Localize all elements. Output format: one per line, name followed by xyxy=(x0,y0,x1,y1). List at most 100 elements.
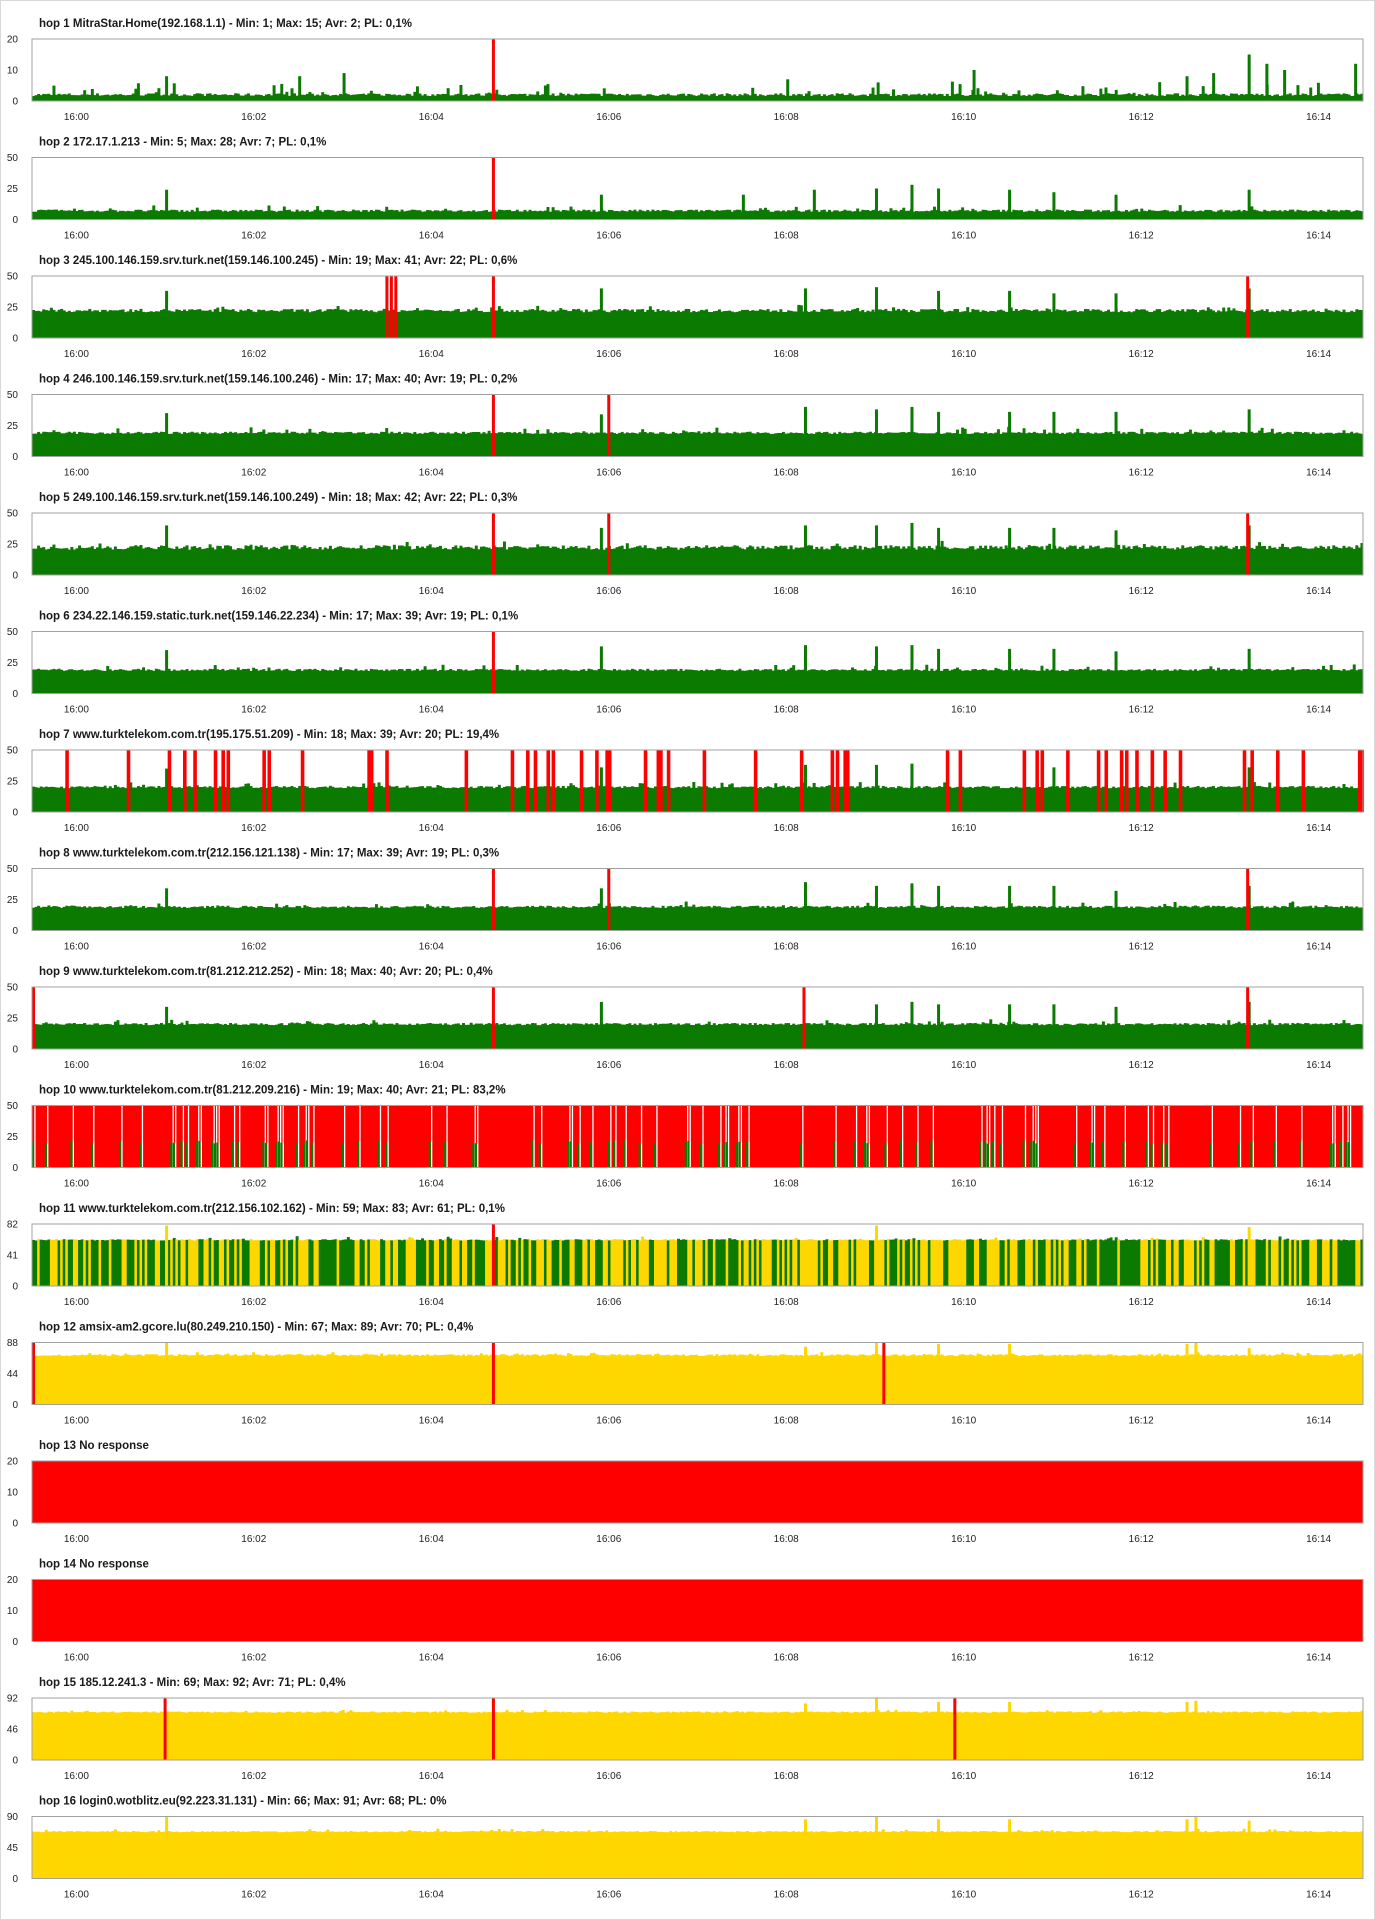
rtt-bar xyxy=(119,309,122,338)
rtt-bar xyxy=(559,432,563,457)
rtt-bar xyxy=(300,94,304,101)
rtt-bar xyxy=(303,1023,307,1049)
rtt-bar xyxy=(72,208,76,220)
rtt-bar xyxy=(833,545,837,575)
rtt-bar xyxy=(400,907,404,931)
rtt-bar xyxy=(359,670,363,694)
rtt-bar xyxy=(305,669,309,694)
rtt-bar xyxy=(175,94,179,101)
rtt-bar xyxy=(1181,309,1185,338)
rtt-bar xyxy=(462,431,465,457)
rtt-bar xyxy=(533,433,537,457)
rtt-bar xyxy=(789,905,793,931)
rtt-bar xyxy=(554,546,558,575)
rtt-bar xyxy=(700,906,704,931)
rtt-bar xyxy=(723,786,727,812)
rtt-bar xyxy=(1045,668,1049,694)
rtt-bar xyxy=(287,209,291,220)
rtt-bar xyxy=(495,1023,499,1049)
rtt-bar xyxy=(52,430,56,457)
rtt-bar xyxy=(892,907,895,931)
rtt-bar xyxy=(487,311,491,338)
rtt-bar xyxy=(1145,907,1149,931)
rtt-bar xyxy=(889,311,893,338)
rtt-bar xyxy=(75,786,79,812)
rtt-bar xyxy=(966,787,970,812)
x-tick-label: 16:14 xyxy=(1306,942,1331,953)
rtt-bar xyxy=(605,670,609,694)
rtt-bar xyxy=(1055,309,1059,338)
rtt-bar xyxy=(170,93,174,101)
rtt-bar xyxy=(134,545,138,575)
rtt-bar xyxy=(996,209,1000,220)
rtt-bar xyxy=(1050,433,1054,457)
spike-bar xyxy=(165,768,169,812)
rtt-bar xyxy=(543,433,547,457)
rtt-bar xyxy=(188,907,192,931)
rtt-bar xyxy=(47,1023,51,1049)
rtt-bar xyxy=(147,669,151,694)
rtt-bar xyxy=(792,94,796,101)
rtt-bar xyxy=(843,209,847,220)
spike-bar xyxy=(874,885,878,931)
rtt-bar xyxy=(308,92,312,101)
rtt-bar xyxy=(866,547,870,575)
rtt-bar xyxy=(95,547,99,575)
rtt-bar xyxy=(1306,432,1310,457)
rtt-bar xyxy=(70,669,74,694)
rtt-bar xyxy=(948,548,952,575)
rtt-bar xyxy=(697,786,701,812)
rtt-bar xyxy=(1273,1025,1277,1049)
spike-bar xyxy=(1052,885,1056,931)
rtt-bar xyxy=(1073,310,1077,338)
rtt-bar xyxy=(840,786,844,812)
rtt-bar xyxy=(625,543,629,575)
rtt-bar xyxy=(392,1024,396,1049)
rtt-bar xyxy=(177,309,181,338)
rtt-bar xyxy=(408,906,412,931)
rtt-bar xyxy=(157,786,161,812)
rtt-bar xyxy=(925,786,929,812)
plot-frame xyxy=(31,157,1364,220)
rtt-bar xyxy=(879,432,883,457)
rtt-bar xyxy=(116,786,120,812)
rtt-bar xyxy=(756,1024,760,1049)
rtt-bar xyxy=(702,906,706,931)
rtt-bar xyxy=(1342,430,1346,457)
rtt-bar xyxy=(410,906,414,931)
rtt-bar xyxy=(1145,1024,1149,1049)
rtt-bar xyxy=(180,548,184,575)
rtt-bar xyxy=(1252,209,1256,220)
rtt-bar xyxy=(75,310,79,338)
rtt-bar xyxy=(208,1023,212,1049)
rtt-bar xyxy=(103,433,107,457)
loss-bar xyxy=(595,750,599,812)
rtt-bar xyxy=(239,209,243,220)
rtt-bar xyxy=(124,670,128,694)
rtt-bar xyxy=(188,95,192,101)
rtt-bar xyxy=(861,787,865,812)
rtt-bar xyxy=(336,432,340,457)
rtt-bar xyxy=(339,667,343,694)
rtt-bar xyxy=(354,309,358,338)
rtt-bar xyxy=(1337,93,1341,101)
rtt-bar xyxy=(549,547,552,575)
rtt-bar xyxy=(620,210,624,220)
rtt-bar xyxy=(648,211,652,220)
rtt-bar xyxy=(49,786,53,812)
rtt-bar xyxy=(403,670,407,694)
rtt-bar xyxy=(549,905,552,931)
rtt-bar xyxy=(989,670,993,694)
rtt-bar xyxy=(311,432,314,457)
rtt-bar xyxy=(1211,786,1215,812)
rtt-bar xyxy=(1130,787,1134,812)
rtt-bar xyxy=(57,1024,61,1049)
rtt-bar xyxy=(177,670,181,694)
rtt-bar xyxy=(1058,93,1062,101)
rtt-bar xyxy=(526,211,529,220)
rtt-bar xyxy=(277,432,281,457)
rtt-bar xyxy=(410,310,414,338)
rtt-bar xyxy=(1339,906,1343,931)
rtt-bar xyxy=(149,311,153,338)
rtt-bar xyxy=(536,211,540,220)
